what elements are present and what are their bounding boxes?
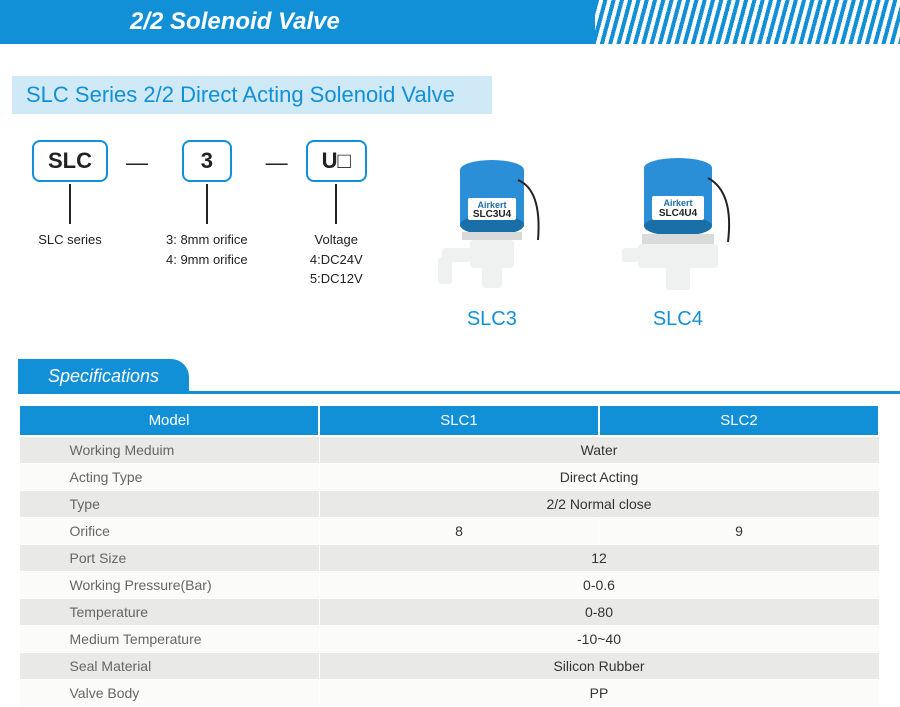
- connector-line: [206, 184, 208, 224]
- table-row: Type2/2 Normal close: [19, 491, 879, 518]
- row-value: 2/2 Normal close: [319, 491, 879, 518]
- spec-header: Specifications: [18, 359, 900, 394]
- table-row: Valve BodyPP: [19, 680, 879, 707]
- table-row: Medium Temperature-10~40: [19, 626, 879, 653]
- row-value: Silicon Rubber: [319, 653, 879, 680]
- code-box: 3: [182, 140, 232, 182]
- product-label: SLC4: [653, 308, 703, 331]
- row-label: Working Meduim: [19, 436, 319, 464]
- row-value: -10~40: [319, 626, 879, 653]
- svg-text:SLC3U4: SLC3U4: [473, 209, 512, 220]
- th-slc1: SLC1: [319, 405, 599, 436]
- row-value: 9: [599, 518, 879, 545]
- dash: —: [126, 140, 148, 176]
- table-row: Orifice89: [19, 518, 879, 545]
- valve-icon: Airkert SLC4U4: [608, 140, 748, 300]
- connector-line: [69, 184, 71, 224]
- top-banner: 2/2 Solenoid Valve: [0, 0, 900, 44]
- svg-text:SLC4U4: SLC4U4: [659, 208, 698, 219]
- row-label: Orifice: [19, 518, 319, 545]
- code-boxes: SLC SLC series — 3 3: 8mm orifice 4: 9mm…: [32, 140, 367, 289]
- code-box: U□: [306, 140, 367, 182]
- row-label: Acting Type: [19, 464, 319, 491]
- page-title: 2/2 Solenoid Valve: [0, 0, 595, 44]
- row-label: Type: [19, 491, 319, 518]
- row-label: Valve Body: [19, 680, 319, 707]
- table-row: Acting TypeDirect Acting: [19, 464, 879, 491]
- row-value: PP: [319, 680, 879, 707]
- code-box: SLC: [32, 140, 108, 182]
- row-value: 0-0.6: [319, 572, 879, 599]
- product-slc3: Airkert SLC3U4 SLC3: [417, 140, 567, 331]
- row-value: 0-80: [319, 599, 879, 626]
- table-row: Port Size12: [19, 545, 879, 572]
- ordering-diagram: SLC SLC series — 3 3: 8mm orifice 4: 9mm…: [32, 140, 900, 331]
- row-label: Medium Temperature: [19, 626, 319, 653]
- table-row: Working MeduimWater: [19, 436, 879, 464]
- code-desc: Voltage 4:DC24V 5:DC12V: [310, 230, 363, 289]
- th-model: Model: [19, 405, 319, 436]
- table-row: Temperature0-80: [19, 599, 879, 626]
- row-label: Port Size: [19, 545, 319, 572]
- row-label: Working Pressure(Bar): [19, 572, 319, 599]
- row-value: Water: [319, 436, 879, 464]
- th-slc2: SLC2: [599, 405, 879, 436]
- table-row: Seal MaterialSilicon Rubber: [19, 653, 879, 680]
- dash: —: [266, 140, 288, 176]
- product-images: Airkert SLC3U4 SLC3 Airkert SLC4U4: [417, 140, 753, 331]
- connector-line: [335, 184, 337, 224]
- code-desc: 3: 8mm orifice 4: 9mm orifice: [166, 230, 248, 269]
- banner-stripes: [595, 0, 900, 44]
- row-value: 12: [319, 545, 879, 572]
- row-value: 8: [319, 518, 599, 545]
- product-slc4: Airkert SLC4U4 SLC4: [603, 140, 753, 331]
- spec-table: Model SLC1 SLC2 Working MeduimWaterActin…: [18, 404, 880, 707]
- subtitle: SLC Series 2/2 Direct Acting Solenoid Va…: [12, 76, 492, 114]
- code-orifice: 3 3: 8mm orifice 4: 9mm orifice: [166, 140, 248, 269]
- product-label: SLC3: [467, 308, 517, 331]
- row-label: Temperature: [19, 599, 319, 626]
- code-slc: SLC SLC series: [32, 140, 108, 250]
- valve-icon: Airkert SLC3U4: [422, 140, 562, 300]
- svg-text:Airkert: Airkert: [663, 198, 692, 208]
- spec-tab: Specifications: [18, 359, 189, 394]
- table-header-row: Model SLC1 SLC2: [19, 405, 879, 436]
- table-row: Working Pressure(Bar)0-0.6: [19, 572, 879, 599]
- code-desc: SLC series: [38, 230, 102, 250]
- row-value: Direct Acting: [319, 464, 879, 491]
- code-voltage: U□ Voltage 4:DC24V 5:DC12V: [306, 140, 367, 289]
- row-label: Seal Material: [19, 653, 319, 680]
